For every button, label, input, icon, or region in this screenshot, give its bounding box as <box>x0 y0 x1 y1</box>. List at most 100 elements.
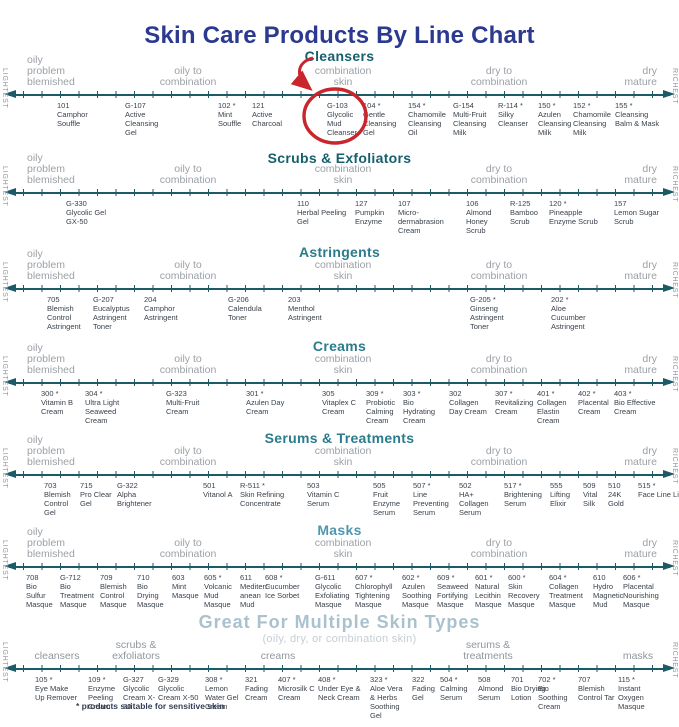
product: G-330 Glycolic Gel GX-50 <box>66 199 118 226</box>
label-line: combination <box>314 353 372 365</box>
product-name: Alpha Brightener <box>117 490 152 508</box>
label-line: dry to <box>485 163 513 175</box>
product: 101 Camphor Souffle <box>57 101 103 128</box>
product-name: Glycolic Cream X-50 <box>158 684 199 702</box>
label-line: combination <box>470 174 528 186</box>
label-line: combination <box>470 270 528 282</box>
category-label: creams <box>261 651 295 662</box>
product: 154 * Chamomile Cleansing Oil <box>408 101 450 137</box>
axis-arrow-left-icon <box>4 470 16 478</box>
product: G-107 Active Cleansing Gel <box>125 101 171 137</box>
axis <box>4 188 675 197</box>
product-code: 701 <box>511 675 524 684</box>
label-line: blemished <box>27 548 75 560</box>
label-line: problem <box>27 65 65 77</box>
product-code: 505 <box>373 481 386 490</box>
product-code: 555 <box>550 481 563 490</box>
product-name: Placental Cream <box>578 398 609 416</box>
product: 604 * Collagen Treatment Masque <box>549 573 589 609</box>
product: 508 Almond Serum <box>478 675 514 702</box>
product-name: Vitamin B Cream <box>41 398 73 416</box>
label-line: combination <box>314 259 372 271</box>
product-name: Pumpkin Enzyme <box>355 208 385 226</box>
product-name: Natural Lecithin Masque <box>475 582 502 609</box>
product: 510 24K Gold <box>608 481 635 508</box>
product-name: Fruit Enzyme Serum <box>373 490 401 517</box>
product: 203 Menthol Astringent <box>288 295 336 322</box>
product-code: 321 <box>245 675 258 684</box>
label-line: combination <box>314 163 372 175</box>
product: R-125 Bamboo Scrub <box>510 199 546 226</box>
product: G-323 Multi-Fruit Cream <box>166 389 212 416</box>
product-name: Almond Honey Scrub <box>466 208 492 235</box>
product-code: 705 <box>47 295 60 304</box>
product-name: Blemish Control Masque <box>100 582 127 609</box>
product-code: 322 <box>412 675 425 684</box>
product-code: 308 * <box>205 675 223 684</box>
product-name: Bio Treatment Masque <box>60 582 94 609</box>
product: 152 * Chamomile Cleansing Milk <box>573 101 612 137</box>
product: 701 Bio Drying Lotion <box>511 675 547 702</box>
label-line: dry to <box>485 259 513 271</box>
product: G-205 * Ginseng Astringent Toner <box>470 295 518 331</box>
product-code: 305 <box>322 389 335 398</box>
axis-tick-row <box>23 91 656 98</box>
product: 710 Bio Drying Masque <box>137 573 169 609</box>
axis-tick-row <box>23 665 656 672</box>
product: 300 * Vitamin B Cream <box>41 389 82 416</box>
label-line: combination <box>159 174 217 186</box>
product: 507 * Line Preventing Serum <box>413 481 456 517</box>
label-line: blemished <box>27 76 75 88</box>
product-name: Fading Gel <box>412 684 435 702</box>
product-code: 300 * <box>41 389 59 398</box>
product-code: 304 * <box>85 389 103 398</box>
label-line: combination <box>470 456 528 468</box>
product-code: G-207 <box>93 295 114 304</box>
product-code: 157 <box>614 199 627 208</box>
product: 307 * Revitalizing Cream <box>495 389 534 416</box>
product: 603 Mint Masque <box>172 573 202 600</box>
product-name: Active Cleansing Gel <box>125 110 159 137</box>
product: 504 * Calming Serum <box>440 675 476 702</box>
label-line: skin <box>333 456 353 468</box>
product-name: Mint Souffle <box>218 110 242 128</box>
product-code: 515 * <box>638 481 656 490</box>
product: 605 * Volcanic Mud Masque <box>204 573 237 609</box>
axis-arrow-left-icon <box>4 664 16 672</box>
product-code: 607 * <box>355 573 373 582</box>
category-label: serums & treatments <box>463 640 513 662</box>
label-line: dry to <box>485 353 513 365</box>
label-line: dry <box>642 259 657 271</box>
product-code: 408 * <box>318 675 336 684</box>
skin-zone-label: oily to combination <box>160 66 217 88</box>
product: G-611 Glycolic Exfoliating Masque <box>315 573 352 609</box>
skin-zone-label: oily to combination <box>160 446 217 468</box>
label-line: blemished <box>27 174 75 186</box>
product: 303 * Bio Hydrating Cream <box>403 389 446 425</box>
lightest-label: LIGHTEST <box>1 642 8 683</box>
label-line: skin <box>333 364 353 376</box>
product-name: Glycolic Mud Cleanser <box>327 110 358 137</box>
product-name: Skin Recovery Masque <box>508 582 540 609</box>
label-line: oily to <box>174 445 202 457</box>
product-code: 203 <box>288 295 301 304</box>
product-code: 608 * <box>265 573 283 582</box>
product-name: Pineapple Enzyme Scrub <box>549 208 598 226</box>
product: 109 * Enzyme Peeling Cream <box>88 675 124 711</box>
product-name: Lemon Water Gel Cream <box>205 684 239 711</box>
product-code: 104 * <box>363 101 381 110</box>
label-line: skin <box>333 270 353 282</box>
richest-label: RICHEST <box>671 642 678 679</box>
label-line: serums & <box>465 639 511 651</box>
product-name: Herbal Peeling Gel <box>297 208 347 226</box>
label-line: problem <box>27 537 65 549</box>
product-name: Lifting Elixir <box>550 490 571 508</box>
axis-arrow-right-icon <box>663 90 675 98</box>
axis-arrow-left-icon <box>4 188 16 196</box>
product-code: G-712 <box>60 573 81 582</box>
skin-zone-label: oily to combination <box>160 164 217 186</box>
product-code: R-125 <box>510 199 531 208</box>
product: 104 * Gentle Cleansing Gel <box>363 101 405 137</box>
label-line: mature <box>624 270 657 282</box>
product-name: Hydro Magnetic Mud <box>593 582 624 609</box>
